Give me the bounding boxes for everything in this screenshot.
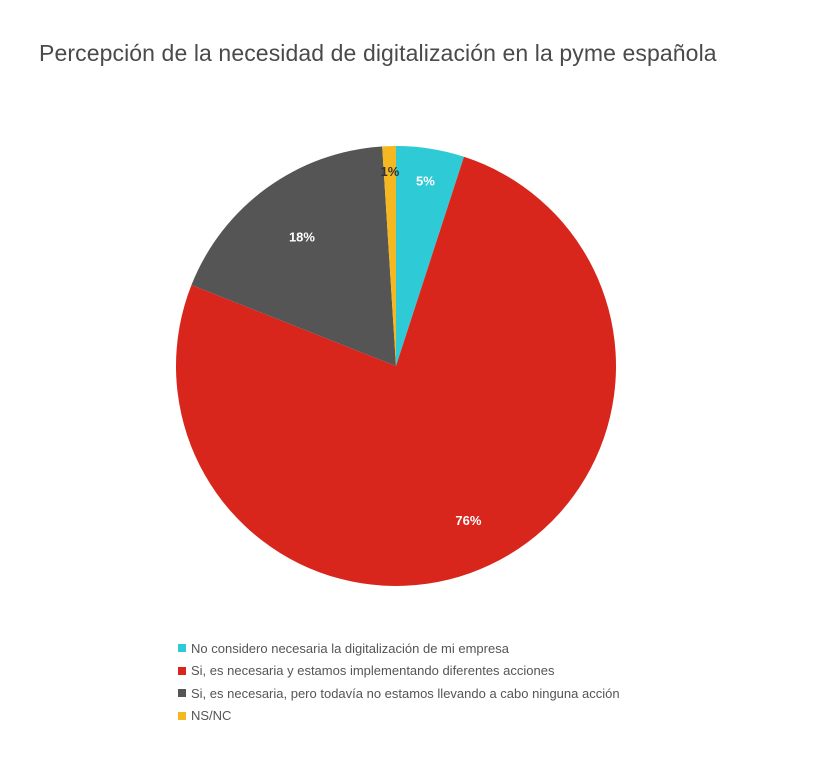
legend-item: No considero necesaria la digitalización… <box>178 637 620 660</box>
pie-slice <box>396 146 464 366</box>
legend-item: NS/NC <box>178 705 620 728</box>
legend-item: Si, es necesaria y estamos implementando… <box>178 660 620 683</box>
pie-slice <box>191 146 396 366</box>
legend-swatch <box>178 711 186 720</box>
chart-legend: No considero necesaria la digitalización… <box>178 637 620 727</box>
slice-data-label: 76% <box>455 513 481 528</box>
legend-label: Si, es necesaria y estamos implementando… <box>191 663 555 679</box>
chart-title: Percepción de la necesidad de digitaliza… <box>39 40 717 66</box>
slice-data-label: 18% <box>289 230 315 245</box>
legend-label: Si, es necesaria, pero todavía no estamo… <box>191 685 620 701</box>
slice-data-label: 5% <box>416 173 435 188</box>
legend-label: NS/NC <box>191 708 232 724</box>
legend-swatch <box>178 666 186 675</box>
legend-swatch <box>178 644 186 653</box>
legend-item: Si, es necesaria, pero todavía no estamo… <box>178 682 620 705</box>
legend-label: No considero necesaria la digitalización… <box>191 640 509 656</box>
legend-swatch <box>178 689 186 698</box>
pie-slice <box>382 146 396 366</box>
slice-data-label: 1% <box>380 164 399 179</box>
pie-slice <box>175 156 617 587</box>
